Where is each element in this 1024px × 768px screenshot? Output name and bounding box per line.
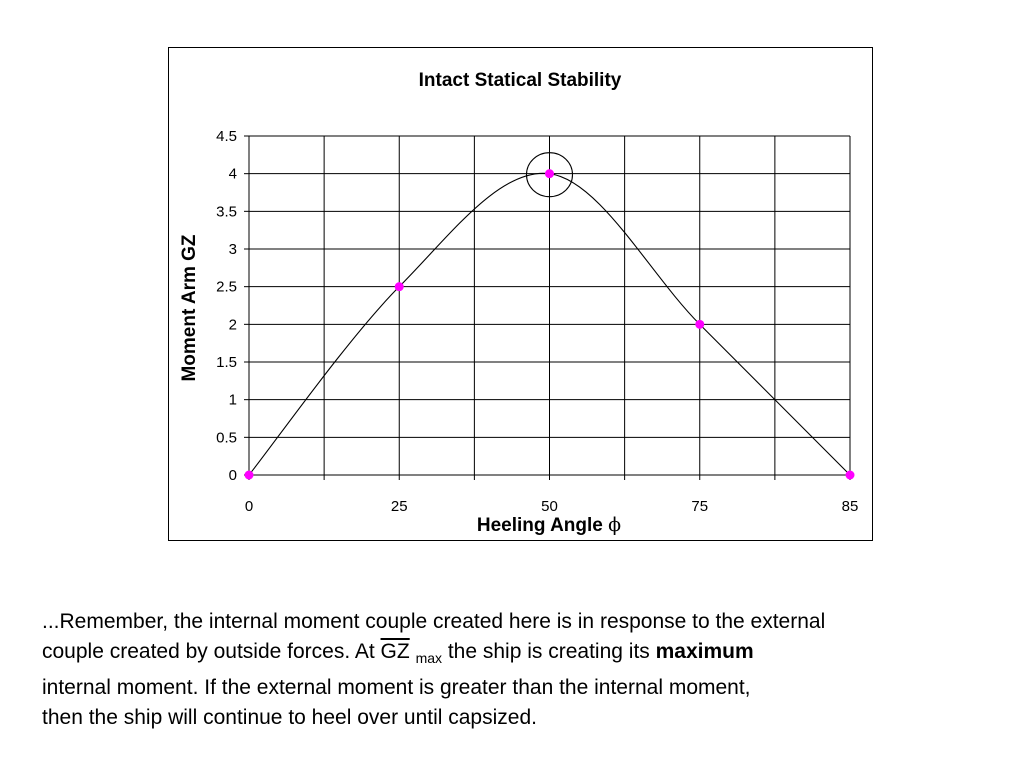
x-axis-label: Heeling Angle ϕ [477,514,621,536]
caption-line-2-pre: couple created by outside forces. At [42,640,381,663]
chart-title: Intact Statical Stability [419,70,622,91]
caption-line-1: ...Remember, the internal moment couple … [42,610,826,633]
y-tick-label: 3.5 [216,203,237,220]
y-tick-label: 1 [229,392,237,409]
y-tick-label: 0 [229,467,237,484]
y-tick-label: 4.5 [216,128,237,145]
x-tick-label: 0 [245,498,253,515]
y-tick-label: 2 [229,316,237,333]
data-point-75 [695,319,705,329]
maximum-word: maximum [655,640,754,663]
x-tick-label: 25 [391,498,408,515]
y-tick-label: 1.5 [216,354,237,371]
y-axis-label: Moment Arm GZ [179,234,200,381]
phi-symbol: ϕ [608,514,621,536]
x-axis-label-text: Heeling Angle [477,515,603,536]
data-point-0 [244,470,254,480]
gz-symbol: GZ [380,640,410,663]
caption-line-2: couple created by outside forces. At GZ … [42,637,1017,673]
x-tick-label: 85 [842,498,859,515]
peak-annotation-circle [525,152,574,198]
data-point-50 [545,169,554,179]
y-tick-label: 3 [229,241,237,258]
data-point-25 [394,282,404,292]
chart-frame [168,47,873,541]
explanation-text: ...Remember, the internal moment couple … [42,607,1017,733]
y-tick-label: 0.5 [216,429,237,446]
x-tick-label: 50 [541,498,558,515]
caption-line-4: then the ship will continue to heel over… [42,706,537,729]
data-point-85 [845,470,855,480]
y-tick-label: 2.5 [216,279,237,296]
y-tick-label: 4 [229,166,237,183]
data-markers [244,169,855,480]
max-subscript: max [415,650,443,666]
x-tick-label: 75 [691,498,708,515]
grid-lines [244,135,851,480]
tick-labels: 0 0.5 1 1.5 2 2.5 3 3.5 4 4.5 0 25 50 75 85 [216,128,858,515]
caption-line-2-mid: the ship is creating its [442,640,656,663]
caption-line-3: internal moment. If the external moment … [42,676,751,699]
